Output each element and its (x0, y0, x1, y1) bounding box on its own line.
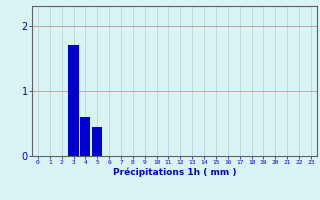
Bar (68, 45, 79, 156)
X-axis label: Précipitations 1h ( mm ): Précipitations 1h ( mm ) (113, 168, 236, 177)
Bar (80, 117, 91, 156)
Bar (92, 127, 102, 156)
